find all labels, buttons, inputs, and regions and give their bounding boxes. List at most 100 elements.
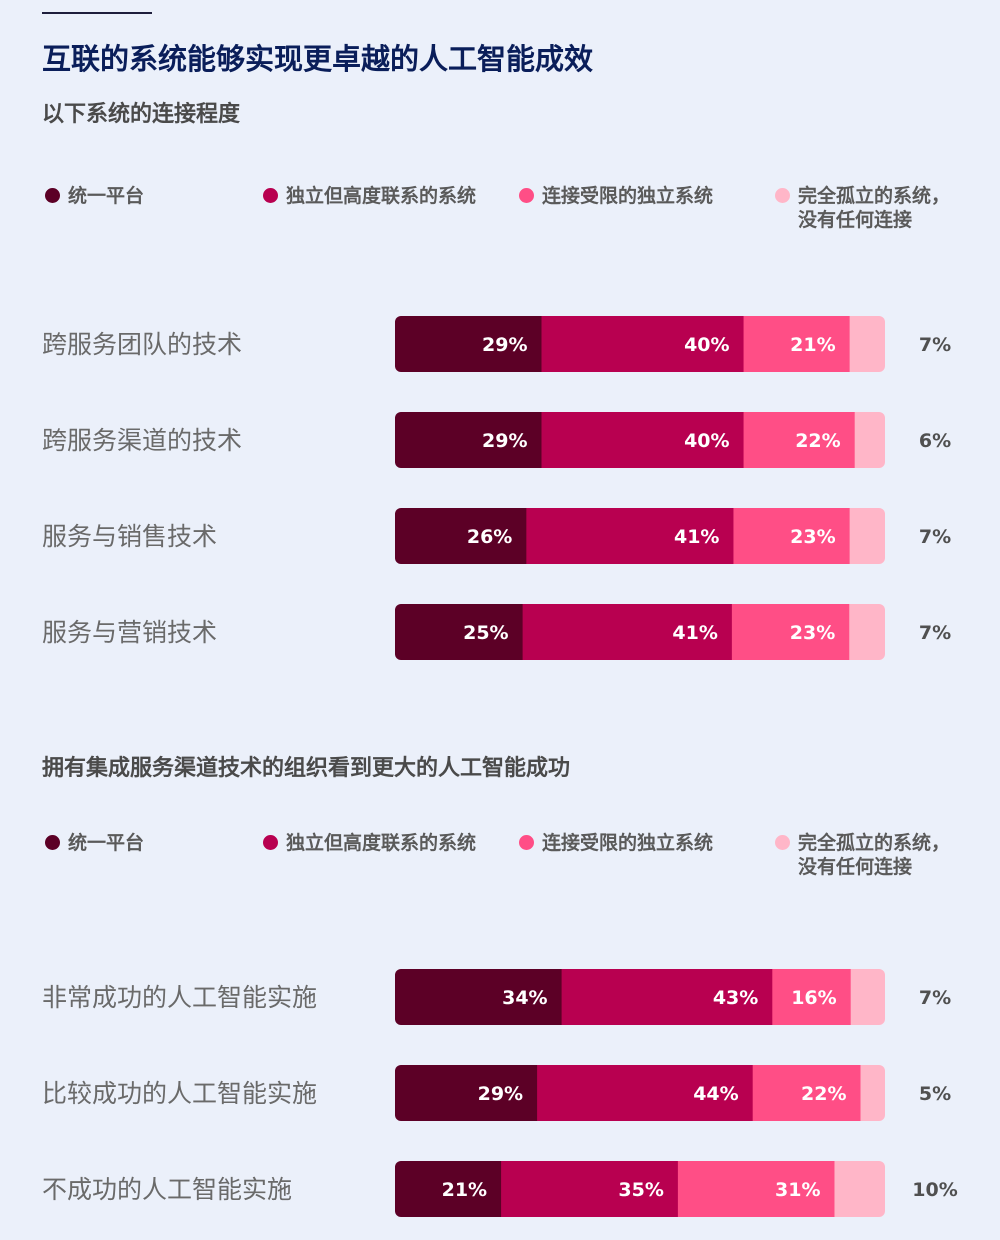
bar-segment <box>849 316 885 372</box>
legend-dot-icon <box>263 188 278 203</box>
legend-dot-icon <box>775 188 790 203</box>
bar-segment <box>860 1065 885 1121</box>
bar-row <box>395 969 885 1025</box>
bar-row <box>395 604 885 660</box>
bar-segment <box>522 604 733 660</box>
legend-label-line2: 没有任何连接 <box>798 209 913 231</box>
category-label: 服务与销售技术 <box>42 522 217 551</box>
data-label: 40% <box>684 334 729 356</box>
bar-segment <box>541 316 745 372</box>
data-label-outside: 6% <box>919 430 951 452</box>
bar-segment <box>731 604 850 660</box>
bar-segment <box>395 412 542 468</box>
category-label: 非常成功的人工智能实施 <box>42 983 317 1012</box>
bar-row <box>395 508 885 564</box>
data-label-outside: 10% <box>912 1179 957 1201</box>
data-label: 25% <box>463 622 508 644</box>
page-title: 互联的系统能够实现更卓越的人工智能成效 <box>42 42 594 76</box>
data-label: 23% <box>790 526 835 548</box>
bar-segment <box>743 412 856 468</box>
bar-segment <box>395 1161 502 1217</box>
category-label: 服务与营销技术 <box>42 618 217 647</box>
data-label: 16% <box>791 987 836 1009</box>
data-label-outside: 7% <box>919 987 951 1009</box>
category-label: 不成功的人工智能实施 <box>42 1175 292 1204</box>
legend1-item-independent: 独立但高度联系的系统 <box>263 184 476 208</box>
data-label-outside: 7% <box>919 334 951 356</box>
data-label-outside: 7% <box>919 526 951 548</box>
legend2-item-unified: 统一平台 <box>45 831 144 855</box>
bar-segment <box>743 316 851 372</box>
legend1-item-unified: 统一平台 <box>45 184 144 208</box>
legend-label: 连接受限的独立系统 <box>542 185 714 207</box>
bar-segment <box>537 1065 754 1121</box>
data-label: 44% <box>693 1083 738 1105</box>
bar-row <box>395 316 885 372</box>
legend-dot-icon <box>519 835 534 850</box>
legend-label: 连接受限的独立系统 <box>542 832 714 854</box>
legend-dot-icon <box>45 188 60 203</box>
bar-segment <box>850 969 885 1025</box>
data-label: 22% <box>795 430 840 452</box>
data-label: 40% <box>684 430 729 452</box>
bar-segment <box>752 1065 861 1121</box>
bar-row <box>395 1161 885 1217</box>
legend2-item-independent: 独立但高度联系的系统 <box>263 831 476 855</box>
bar-segment <box>854 412 885 468</box>
data-label: 41% <box>672 622 717 644</box>
data-label: 21% <box>442 1179 487 1201</box>
category-label: 比较成功的人工智能实施 <box>42 1079 317 1108</box>
data-label-outside: 5% <box>919 1083 951 1105</box>
bar-segment <box>541 412 745 468</box>
bar-segment <box>526 508 734 564</box>
bar-segment <box>395 316 542 372</box>
legend-label: 统一平台 <box>68 185 145 207</box>
legend-label: 独立但高度联系的系统 <box>286 185 477 207</box>
bar-segment <box>772 969 852 1025</box>
data-label: 31% <box>775 1179 820 1201</box>
data-label: 23% <box>790 622 835 644</box>
legend-dot-icon <box>519 188 534 203</box>
category-label: 跨服务渠道的技术 <box>42 426 242 455</box>
bar-segment <box>733 508 851 564</box>
bar-segment <box>501 1161 679 1217</box>
bar-segment <box>677 1161 835 1217</box>
bar-segment <box>849 604 885 660</box>
bar-segment <box>561 969 773 1025</box>
bar-segment <box>849 508 885 564</box>
bar-row <box>395 412 885 468</box>
legend-dot-icon <box>775 835 790 850</box>
legend-label: 完全孤立的系统， <box>798 185 951 207</box>
legend1-item-isolated: 完全孤立的系统， 没有任何连接 <box>775 184 950 232</box>
chart1-title: 以下系统的连接程度 <box>42 102 241 127</box>
legend-dot-icon <box>45 835 60 850</box>
bar-segment <box>395 1065 538 1121</box>
legend-label: 独立但高度联系的系统 <box>286 832 477 854</box>
legend-label: 统一平台 <box>68 832 145 854</box>
category-label: 跨服务团队的技术 <box>42 330 242 359</box>
data-label: 41% <box>674 526 719 548</box>
data-label: 21% <box>790 334 835 356</box>
legend1-item-limited: 连接受限的独立系统 <box>519 184 713 208</box>
data-label: 43% <box>713 987 758 1009</box>
bar-segment <box>395 508 527 564</box>
data-label: 34% <box>502 987 547 1009</box>
chart2-title: 拥有集成服务渠道技术的组织看到更大的人工智能成功 <box>42 756 571 781</box>
data-label-outside: 7% <box>919 622 951 644</box>
legend-label-line2: 没有任何连接 <box>798 856 913 878</box>
legend-label: 完全孤立的系统， <box>798 832 951 854</box>
bar-row <box>395 1065 885 1121</box>
top-rule <box>42 12 152 14</box>
bar-segment <box>834 1161 885 1217</box>
data-label: 26% <box>467 526 512 548</box>
data-label: 29% <box>482 334 527 356</box>
legend-dot-icon <box>263 835 278 850</box>
data-label: 35% <box>618 1179 663 1201</box>
data-label: 29% <box>478 1083 523 1105</box>
data-label: 22% <box>801 1083 846 1105</box>
bar-segment <box>395 604 524 660</box>
legend2-item-limited: 连接受限的独立系统 <box>519 831 713 855</box>
data-label: 29% <box>482 430 527 452</box>
legend2-item-isolated: 完全孤立的系统， 没有任何连接 <box>775 831 950 879</box>
